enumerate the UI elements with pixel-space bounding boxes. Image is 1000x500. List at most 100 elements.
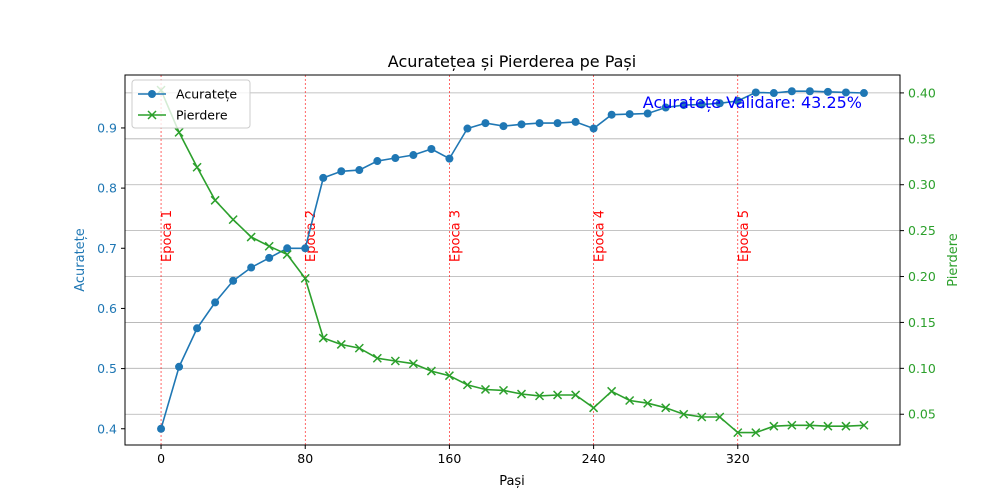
data-point [427,145,436,153]
data-point [246,232,256,242]
data-point [859,420,869,430]
data-point [444,371,454,381]
y-right-tick-label: 0.10 [908,361,936,376]
marker-stroke [300,273,310,283]
data-point [787,420,797,430]
legend-label: Pierdere [176,108,228,123]
marker-stroke [408,359,418,369]
y-left-tick-label: 0.8 [97,181,117,196]
data-point [445,154,454,163]
data-point [589,124,598,133]
marker-stroke [210,195,220,205]
y-left-tick-label: 0.4 [97,421,117,436]
data-point [319,173,328,182]
y-left-tick-label: 0.7 [97,241,117,256]
data-point [823,421,833,431]
marker-stroke [192,162,202,172]
y-left-tick-label: 0.5 [97,361,117,376]
data-point [643,109,652,118]
y-right-tick-label: 0.20 [908,269,936,284]
legend-box [131,79,251,129]
epoch-label: Epoca 5 [737,210,752,262]
data-point [318,333,328,343]
data-point [372,353,382,363]
marker-stroke [336,339,346,349]
marker-stroke [571,390,581,400]
epoch-lines: Epoca 1 Epoca 2 Epoca 3 Epoca 4 Epoca 5 [160,75,752,445]
data-point [175,362,184,371]
data-point [643,398,653,408]
data-point [751,88,760,97]
marker-stroke [535,391,545,401]
epoch-label: Epoca 1 [160,210,175,262]
data-point [193,324,202,333]
marker-stroke [733,428,743,438]
data-point [211,298,220,307]
data-point [516,389,527,399]
data-point [697,100,706,109]
data-point [462,380,472,390]
marker-stroke [462,380,472,390]
data-point [733,96,742,105]
data-point [697,412,707,422]
data-point [787,87,796,96]
marker-stroke [715,412,725,422]
data-point [553,390,563,400]
marker-stroke [661,403,671,413]
series-line [160,89,865,434]
marker-stroke [841,421,851,431]
data-point [751,428,761,438]
data-point [625,395,635,406]
axis-layer: 0 80 160 240 320 0.4 0.5 0.6 0.7 0.8 0.9 0.05 0.10 0.… [97,85,936,466]
marker-stroke [859,420,869,430]
data-point [354,343,364,353]
marker-stroke [697,412,707,422]
data-point [499,122,508,131]
epoch-label: Epoca 4 [593,210,608,262]
epoch-label: Epoca 2 [304,210,319,262]
data-point [390,356,400,366]
data-point [265,253,274,262]
data-point [283,244,292,253]
data-point [571,390,581,400]
x-tick-label: 80 [297,451,313,466]
y-right-tick-label: 0.25 [908,223,936,238]
data-point [337,167,346,176]
data-point [148,90,156,98]
data-point [300,273,310,283]
marker-stroke [787,420,797,430]
data-point [769,421,779,431]
y-right-tick-label: 0.30 [908,177,936,192]
x-tick-label: 160 [437,451,461,466]
data-point [823,87,832,96]
data-point [373,157,382,166]
marker-stroke [147,110,157,120]
data-point [553,119,562,128]
y-right-tick-label: 0.35 [908,131,936,146]
data-point [264,241,274,251]
marker-stroke [589,403,599,413]
data-point [571,117,580,126]
data-point [715,412,725,422]
data-point [517,120,526,129]
data-point [589,403,599,413]
marker-stroke [607,386,617,396]
legend-label: Acuratețe [176,87,237,102]
x-tick-label: 240 [582,451,606,466]
data-point [408,359,418,369]
series-accuracy [157,87,868,433]
data-point [607,386,617,396]
data-point [481,119,490,128]
data-point [228,215,238,225]
data-point [147,110,157,120]
data-point [282,249,292,260]
validation-accuracy-annotation: Acuratețe Validare: 43.25% [643,93,862,112]
marker-stroke [751,428,761,438]
data-point [679,409,689,419]
x-tick-label: 0 [157,451,165,466]
marker-stroke [823,421,833,431]
data-point [841,421,851,431]
y-right-tick-label: 0.40 [908,85,936,100]
data-point [841,88,850,97]
marker-stroke [553,390,563,400]
